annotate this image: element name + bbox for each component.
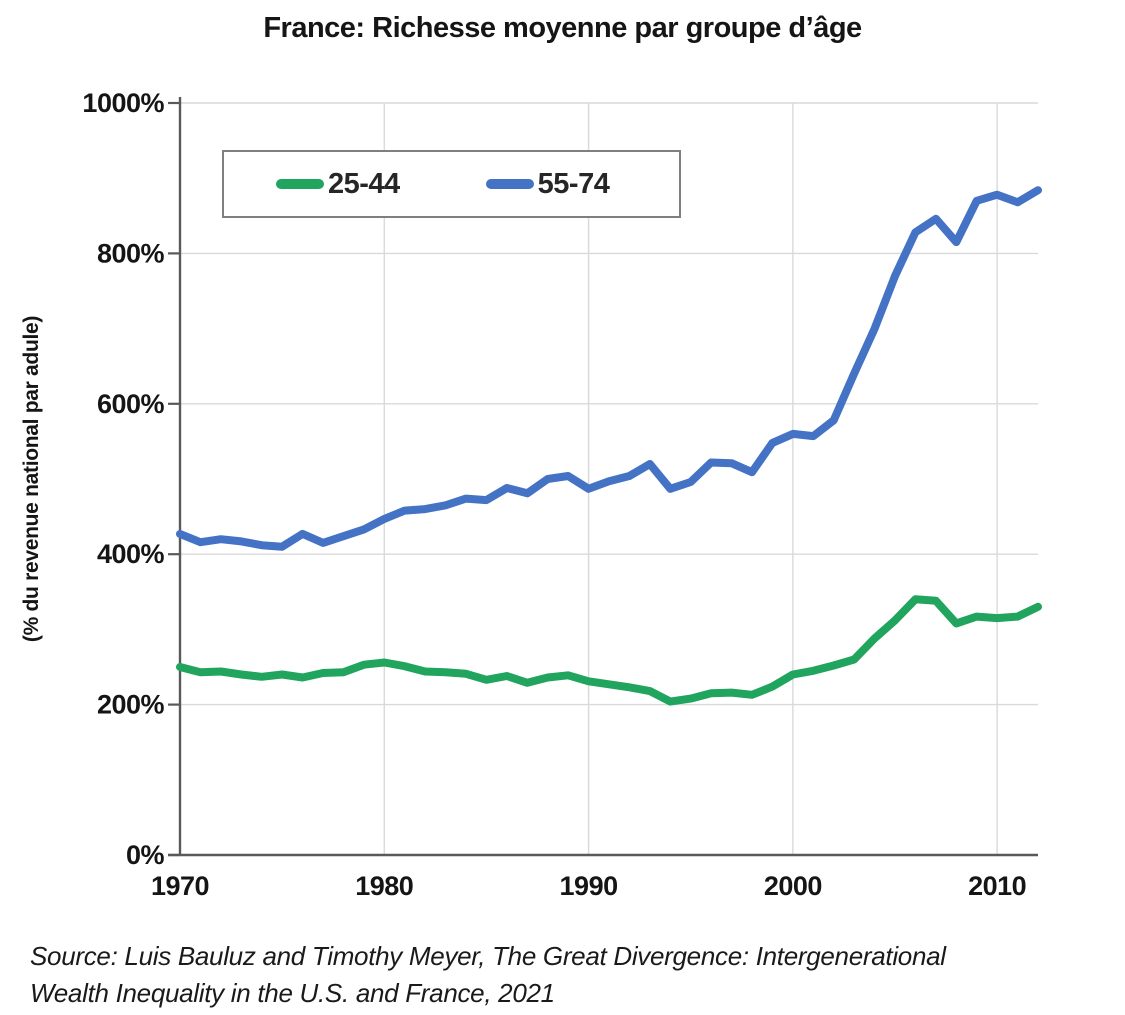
y-axis-title: (% du revenue national par adule) xyxy=(20,316,43,642)
series-lines xyxy=(176,186,1042,706)
x-tick-label: 1970 xyxy=(151,871,209,901)
legend: 25-44 55-74 xyxy=(222,150,681,218)
y-tick-label: 800% xyxy=(97,238,165,268)
y-tick-label: 0% xyxy=(126,840,165,870)
y-tick-labels: 0% 200% 400% 600% 800% 1000% xyxy=(82,88,165,870)
y-tick-label: 1000% xyxy=(82,88,164,118)
legend-label-55-74: 55-74 xyxy=(537,167,610,200)
y-tick-label: 400% xyxy=(97,539,165,569)
series-line-55-74 xyxy=(176,186,1042,551)
legend-item-55-74: 55-74 xyxy=(485,167,610,201)
legend-item-25-44: 25-44 xyxy=(276,168,400,201)
series-line-25-44 xyxy=(176,595,1042,706)
x-tick-label: 1990 xyxy=(560,871,618,901)
x-tick-labels: 1970 1980 1990 2000 2010 xyxy=(151,871,1027,901)
legend-swatch-25-44 xyxy=(276,179,324,189)
gridlines xyxy=(180,102,1038,855)
x-tick-label: 2000 xyxy=(764,871,822,901)
source-line-2: Wealth Inequality in the U.S. and France… xyxy=(30,977,555,1008)
source-citation: Source: Luis Bauluz and Timothy Meyer, T… xyxy=(30,938,1090,1012)
chart-title: France: Richesse moyenne par groupe d’âg… xyxy=(263,12,862,44)
legend-label-25-44: 25-44 xyxy=(328,167,400,200)
axes xyxy=(168,97,1038,857)
y-tick-label: 600% xyxy=(97,389,165,419)
x-tick-label: 1980 xyxy=(355,871,413,901)
y-tick-label: 200% xyxy=(97,690,165,720)
x-tick-label: 2010 xyxy=(968,871,1026,901)
source-line-1: Source: Luis Bauluz and Timothy Meyer, T… xyxy=(30,941,946,971)
legend-swatch-55-74 xyxy=(485,179,534,189)
